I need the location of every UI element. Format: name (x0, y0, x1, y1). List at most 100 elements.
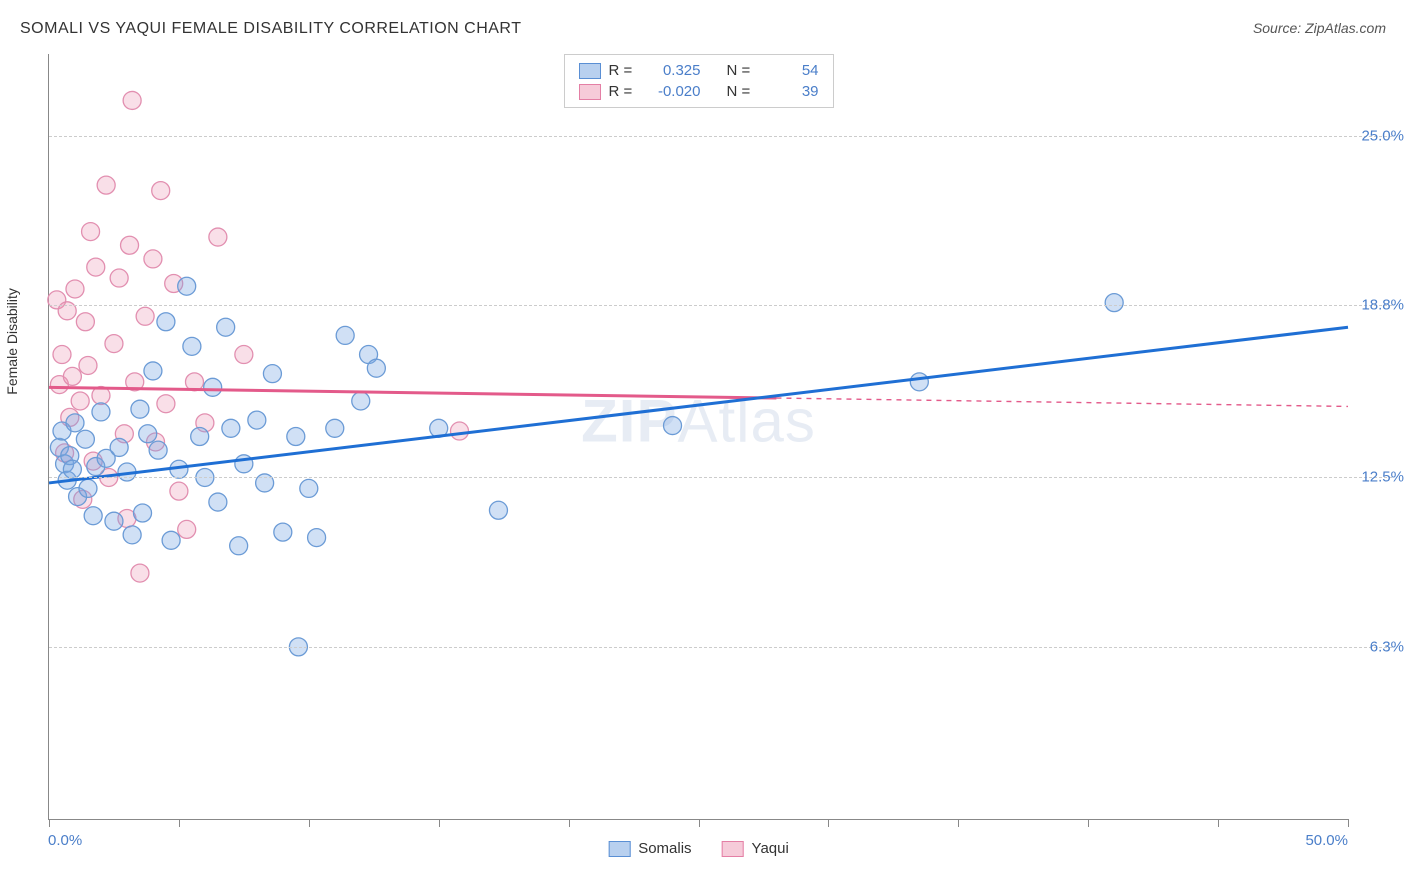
series-legend: Somalis Yaqui (608, 840, 789, 857)
scatter-point (87, 258, 105, 276)
x-tick (439, 819, 440, 827)
stats-row-yaqui: R = -0.020 N = 39 (579, 81, 819, 102)
scatter-point (157, 313, 175, 331)
stats-row-somalis: R = 0.325 N = 54 (579, 60, 819, 81)
scatter-point (287, 428, 305, 446)
scatter-point (152, 182, 170, 200)
y-tick-label: 25.0% (1361, 127, 1404, 144)
scatter-point (162, 531, 180, 549)
scatter-point (149, 441, 167, 459)
scatter-point (121, 236, 139, 254)
scatter-point (84, 507, 102, 525)
swatch-yaqui (579, 84, 601, 100)
scatter-point (123, 526, 141, 544)
scatter-point (450, 422, 468, 440)
swatch-somalis-icon (608, 841, 630, 857)
scatter-point (910, 373, 928, 391)
x-tick (699, 819, 700, 827)
scatter-point (63, 460, 81, 478)
scatter-point (300, 479, 318, 497)
source-label: Source: ZipAtlas.com (1253, 20, 1386, 36)
x-tick (569, 819, 570, 827)
scatter-point (204, 378, 222, 396)
legend-item-somalis: Somalis (608, 840, 691, 857)
scatter-point (352, 392, 370, 410)
scatter-point (53, 346, 71, 364)
scatter-point (131, 400, 149, 418)
scatter-point (76, 313, 94, 331)
trend-line-yaqui (49, 387, 776, 398)
scatter-point (66, 280, 84, 298)
swatch-somalis (579, 63, 601, 79)
scatter-svg (49, 54, 1348, 819)
scatter-point (63, 367, 81, 385)
x-axis-min-label: 0.0% (48, 832, 82, 849)
scatter-point (178, 277, 196, 295)
x-axis-max-label: 50.0% (1305, 832, 1348, 849)
scatter-point (105, 512, 123, 530)
scatter-point (82, 223, 100, 241)
chart-title: SOMALI VS YAQUI FEMALE DISABILITY CORREL… (20, 20, 521, 38)
scatter-point (178, 520, 196, 538)
scatter-point (222, 419, 240, 437)
scatter-point (144, 250, 162, 268)
trend-line-yaqui-dashed (776, 398, 1348, 406)
scatter-point (209, 228, 227, 246)
scatter-point (110, 269, 128, 287)
scatter-point (235, 346, 253, 364)
scatter-point (79, 479, 97, 497)
x-tick (49, 819, 50, 827)
scatter-point (274, 523, 292, 541)
x-tick (179, 819, 180, 827)
scatter-point (136, 307, 154, 325)
scatter-point (110, 438, 128, 456)
scatter-point (209, 493, 227, 511)
x-tick (828, 819, 829, 827)
scatter-point (139, 425, 157, 443)
scatter-point (183, 337, 201, 355)
stats-legend: R = 0.325 N = 54 R = -0.020 N = 39 (564, 54, 834, 108)
plot-area: ZIPAtlas R = 0.325 N = 54 R = -0.020 N =… (48, 54, 1348, 820)
scatter-point (92, 403, 110, 421)
gridline (49, 647, 1392, 648)
scatter-point (71, 392, 89, 410)
scatter-point (97, 176, 115, 194)
y-tick-label: 6.3% (1370, 638, 1404, 655)
scatter-point (367, 359, 385, 377)
scatter-point (191, 428, 209, 446)
gridline (49, 136, 1392, 137)
scatter-point (134, 504, 152, 522)
scatter-point (170, 482, 188, 500)
header: SOMALI VS YAQUI FEMALE DISABILITY CORREL… (20, 20, 1386, 38)
scatter-point (263, 365, 281, 383)
gridline (49, 305, 1392, 306)
scatter-point (157, 395, 175, 413)
scatter-point (308, 529, 326, 547)
scatter-point (131, 564, 149, 582)
x-tick (1348, 819, 1349, 827)
gridline (49, 477, 1392, 478)
y-axis-label: Female Disability (4, 288, 20, 395)
y-tick-label: 18.8% (1361, 297, 1404, 314)
legend-item-yaqui: Yaqui (722, 840, 789, 857)
x-tick (958, 819, 959, 827)
scatter-point (248, 411, 266, 429)
scatter-point (1105, 294, 1123, 312)
x-tick (309, 819, 310, 827)
scatter-point (230, 537, 248, 555)
scatter-point (664, 417, 682, 435)
scatter-point (76, 430, 94, 448)
scatter-point (336, 326, 354, 344)
x-tick (1088, 819, 1089, 827)
y-tick-label: 12.5% (1361, 469, 1404, 486)
scatter-point (105, 335, 123, 353)
scatter-point (489, 501, 507, 519)
scatter-point (79, 356, 97, 374)
scatter-point (144, 362, 162, 380)
x-tick (1218, 819, 1219, 827)
scatter-point (123, 91, 141, 109)
scatter-point (66, 414, 84, 432)
scatter-point (217, 318, 235, 336)
swatch-yaqui-icon (722, 841, 744, 857)
scatter-point (326, 419, 344, 437)
